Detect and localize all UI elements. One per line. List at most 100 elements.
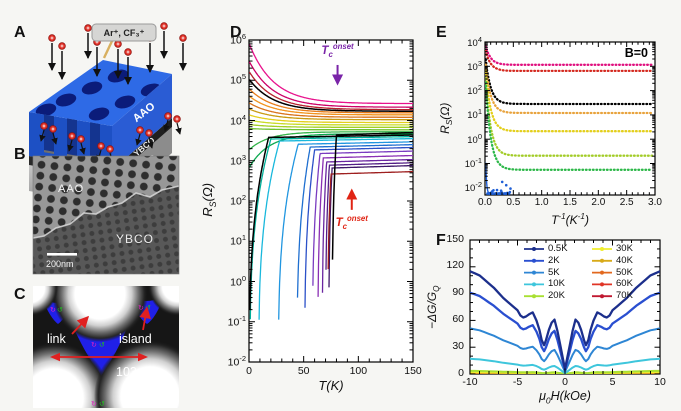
- svg-text:↻: ↻: [91, 342, 97, 349]
- f-legend-marker: [532, 294, 536, 299]
- e-ticks: [484, 41, 656, 195]
- ion-particles: [47, 22, 188, 86]
- f-legend-marker: [600, 282, 604, 287]
- e-y-tick-label: 104: [467, 34, 482, 49]
- d-y-tick-label: 100: [230, 273, 246, 288]
- e-x-tick-label: 0.5: [506, 197, 521, 208]
- svg-text:↺: ↺: [99, 342, 105, 349]
- sem-label-aao: AAO: [58, 183, 84, 195]
- f-legend-marker: [532, 270, 536, 275]
- scale-bar: [47, 253, 77, 256]
- f-y-tick-label: 90: [452, 286, 464, 299]
- d-curve: [328, 164, 413, 288]
- f-y-tick-label: 0: [458, 366, 464, 379]
- e-x-axis-label: T-1(K-1): [551, 212, 589, 227]
- f-x-tick-label: -10: [462, 376, 478, 388]
- d-y-tick-label: 104: [230, 112, 246, 127]
- panel-label-b: B: [14, 146, 26, 163]
- d-y-tick-label: 10-1: [227, 313, 246, 329]
- d-curve: [304, 146, 413, 308]
- panel-label-e: E: [436, 24, 447, 41]
- e-y-tick-label: 101: [467, 107, 482, 122]
- d-y-tick-label: 10-2: [227, 354, 246, 369]
- f-x-tick-label: -5: [512, 376, 523, 388]
- f-ticks: [469, 239, 661, 375]
- svg-text:↻: ↻: [91, 401, 97, 408]
- d-curve: [249, 102, 413, 118]
- f-y-tick-label: 120: [446, 259, 464, 272]
- d-curves: [249, 44, 413, 320]
- e-curve: [485, 44, 654, 66]
- ion-callout-box: [91, 23, 157, 42]
- d-curve: [278, 141, 413, 320]
- f-legend-label: 60K: [616, 278, 633, 290]
- e-noise-point: [495, 188, 499, 192]
- e-x-tick-label: 2.0: [591, 197, 606, 208]
- e-noise-point: [487, 192, 491, 195]
- d-curve: [249, 123, 413, 128]
- e-noise-point: [504, 183, 508, 187]
- d-curve: [325, 162, 413, 270]
- panel-label-d: D: [230, 24, 242, 41]
- d-curve: [249, 114, 413, 124]
- panel-label-c: C: [14, 286, 26, 303]
- f-legend-label: 50K: [616, 266, 633, 278]
- e-curve: [485, 63, 654, 115]
- svg-text:↻: ↻: [50, 307, 56, 314]
- panel-b-sem-image: AAO YBCO 200nm: [32, 155, 180, 275]
- e-curve: [485, 49, 654, 73]
- panel-label-a: A: [14, 24, 26, 41]
- panel-label-f: F: [436, 232, 446, 249]
- e-curves: [485, 44, 654, 195]
- distance-label: 103nm: [116, 365, 154, 379]
- d-x-tick-label: 100: [349, 365, 368, 377]
- f-legend-marker: [600, 247, 604, 251]
- aao-region: [33, 156, 179, 238]
- aao-pores: [35, 69, 162, 121]
- f-x-tick-label: 5: [609, 376, 616, 388]
- e-x-tick-label: 2.5: [619, 197, 634, 208]
- d-curve: [249, 79, 413, 112]
- e-y-tick-label: 103: [467, 58, 482, 73]
- f-legend-marker: [532, 282, 536, 287]
- callout-pointer: [102, 40, 114, 59]
- d-curve: [327, 170, 413, 270]
- d-y-tick-label: 105: [230, 72, 246, 87]
- f-legend-marker: [532, 247, 536, 251]
- link-label: link: [47, 332, 67, 346]
- e-curve: [485, 58, 654, 106]
- d-curve: [249, 135, 413, 320]
- e-y-tick-label: 10-1: [464, 156, 482, 171]
- f-legend-label: 5K: [548, 266, 560, 278]
- f-y-tick-label: 60: [452, 312, 464, 325]
- d-curve: [249, 127, 413, 131]
- d-y-tick-label: 102: [230, 193, 246, 208]
- svg-text:↺: ↺: [57, 307, 63, 314]
- f-x-axis-label: μ0H(kOe): [539, 389, 591, 406]
- link-arrow: [71, 315, 90, 335]
- f-legend-marker: [600, 294, 604, 299]
- f-legend-label: 0.5K: [548, 243, 568, 254]
- f-x-tick-label: 10: [654, 376, 666, 388]
- e-x-tick-label: 1.5: [563, 197, 577, 208]
- e-field-note: B=0: [624, 46, 648, 60]
- d-ticks: [248, 39, 414, 363]
- f-legend-marker: [600, 258, 604, 263]
- d-y-tick-label: 106: [230, 32, 246, 47]
- e-y-tick-label: 102: [467, 83, 482, 98]
- d-curve: [249, 44, 413, 105]
- f-x-tick-label: 0: [562, 376, 568, 388]
- f-legend-label: 10K: [548, 278, 565, 290]
- d-x-tick-label: 150: [404, 365, 422, 377]
- e-noise-point: [497, 192, 501, 195]
- e-curve: [485, 70, 654, 133]
- d-curve: [249, 134, 413, 310]
- d-annotation: Tconset: [321, 42, 354, 60]
- e-noise-point: [509, 187, 512, 190]
- d-curve: [312, 150, 413, 286]
- f-y-tick-label: 150: [446, 232, 464, 245]
- ion-callout-label: Ar⁺, CF₃⁺: [104, 28, 145, 38]
